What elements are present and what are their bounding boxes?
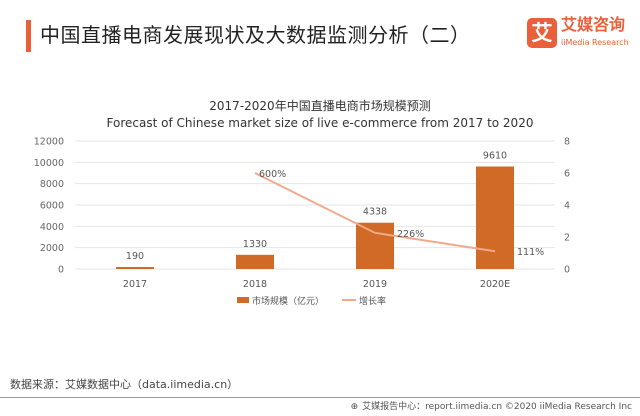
logo-mark: 艾 xyxy=(527,18,557,48)
bar xyxy=(116,266,154,269)
logo-name-en: iiMedia Research xyxy=(561,38,629,47)
line-data-label: 600% xyxy=(259,169,286,180)
legend-label-line: 增长率 xyxy=(359,295,386,307)
logo: 艾 艾媒咨询 iiMedia Research xyxy=(527,15,637,58)
bar-data-label: 1330 xyxy=(243,239,267,250)
y-right-tick-label: 4 xyxy=(564,201,570,212)
footer-copyright: ⊕ 艾媒报告中心：report.iimedia.cn ©2020 iiMedia … xyxy=(351,402,632,413)
footer-divider xyxy=(0,397,640,398)
x-tick-label: 2017 xyxy=(123,279,147,290)
page-title: 中国直播电商发展现状及大数据监测分析（二） xyxy=(40,23,471,47)
title-accent-bar xyxy=(26,20,31,52)
y-right-tick-label: 0 xyxy=(564,265,570,276)
chart-title: 2017-2020年中国直播电商市场规模预测 xyxy=(209,99,431,113)
y-left-tick-label: 6000 xyxy=(40,201,64,212)
bar xyxy=(476,166,514,269)
logo-name-cn: 艾媒咨询 xyxy=(561,15,626,34)
y-left-tick-label: 8000 xyxy=(40,179,64,190)
y-right-tick-label: 6 xyxy=(564,169,570,180)
bar-data-label: 9610 xyxy=(483,150,507,161)
y-right-tick-label: 8 xyxy=(564,137,570,148)
bar xyxy=(236,254,274,269)
legend-label-bar: 市场规模（亿元） xyxy=(252,295,324,307)
y-left-tick-label: 0 xyxy=(58,265,64,276)
bar xyxy=(356,222,394,269)
x-tick-label: 2018 xyxy=(243,279,267,290)
chart-subtitle: Forecast of Chinese market size of live … xyxy=(106,116,534,130)
y-left-tick-label: 4000 xyxy=(40,222,64,233)
y-left-tick-label: 12000 xyxy=(34,137,64,148)
bar-data-label: 4338 xyxy=(363,207,387,218)
x-tick-label: 2020E xyxy=(480,279,510,290)
data-source: 数据来源：艾媒数据中心（data.iimedia.cn） xyxy=(10,378,239,391)
legend-swatch-bar xyxy=(237,297,249,303)
bar-data-label: 190 xyxy=(126,251,144,262)
y-left-tick-label: 2000 xyxy=(40,243,64,254)
y-left-tick-label: 10000 xyxy=(34,158,64,169)
y-right-tick-label: 2 xyxy=(564,233,570,244)
line-data-label: 111% xyxy=(517,247,544,258)
x-tick-label: 2019 xyxy=(363,279,387,290)
line-data-label: 226% xyxy=(397,229,424,240)
copyright-text: 艾媒报告中心：report.iimedia.cn ©2020 iiMedia R… xyxy=(362,402,632,412)
globe-icon: ⊕ xyxy=(350,402,359,412)
growth-rate-line xyxy=(254,172,496,253)
